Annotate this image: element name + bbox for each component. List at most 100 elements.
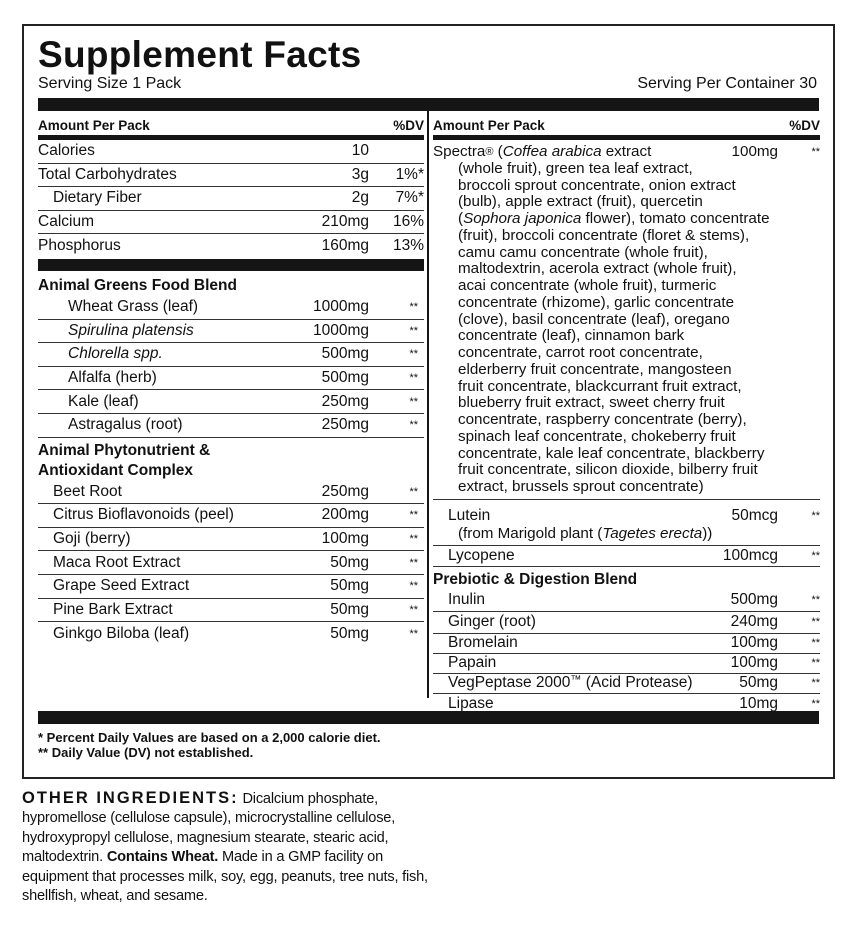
spectra-description-line: (bulb), apple extract (fruit), quercetin xyxy=(433,193,820,211)
footnote-dv: * Percent Daily Values are based on a 2,… xyxy=(38,730,381,745)
ingredient-row: Bromelain 100mg ** xyxy=(433,634,820,654)
text-segment: (fruit), broccoli concentrate (floret & … xyxy=(458,226,750,244)
ingredient-name: Papain xyxy=(448,654,497,671)
ingredient-name: Dietary Fiber xyxy=(53,189,142,207)
text-segment: (clove), basil concentrate (leaf), orega… xyxy=(458,310,730,328)
column-header: Amount Per Pack %DV xyxy=(38,113,424,140)
lutein-entry: Lutein 50mcg ** (from Marigold plant (Taget… xyxy=(433,500,820,546)
spectra-description-line: extract, brussels sprout concentrate) xyxy=(433,478,820,496)
ingredient-dv: ** xyxy=(409,556,418,569)
ingredient-name: Calcium xyxy=(38,213,94,231)
ingredient-dv: ** xyxy=(811,146,820,158)
ingredient-amount: 50mg xyxy=(330,577,369,595)
ingredient-name: Citrus Bioflavonoids (peel) xyxy=(53,506,234,524)
ingredient-dv: ** xyxy=(409,395,418,408)
ingredient-row: Calories 10 xyxy=(38,140,424,164)
text-segment: blueberry fruit extract, sweet cherry fr… xyxy=(458,394,725,412)
ingredient-name: Grape Seed Extract xyxy=(53,577,190,595)
text-segment: (from Marigold plant ( xyxy=(458,524,603,542)
ingredient-dv: ** xyxy=(409,324,418,337)
ingredient-dv: ** xyxy=(811,616,820,628)
ingredient-dv: ** xyxy=(409,372,418,385)
ingredient-name: Lycopene xyxy=(448,546,515,564)
top-divider-bar xyxy=(38,98,819,111)
ingredient-name: Kale (leaf) xyxy=(68,392,139,410)
ingredient-amount: 3g xyxy=(351,165,369,183)
ingredient-name: Astragalus (root) xyxy=(68,416,183,434)
spectra-description-line: acai concentrate (whole fruit), turmeric xyxy=(433,277,820,295)
spectra-description-line: broccoli sprout concentrate, onion extra… xyxy=(433,177,820,195)
ingredient-name: VegPeptase 2000™ (Acid Protease) xyxy=(448,674,693,691)
spectra-description-line: (whole fruit), green tea leaf extract, xyxy=(433,160,820,178)
ingredient-row: Grape Seed Extract 50mg ** xyxy=(38,575,424,599)
ingredient-name: Inulin xyxy=(448,591,486,608)
text-segment: spinach leaf concentrate, chokeberry fru… xyxy=(458,427,736,445)
blend-title: Prebiotic & Digestion Blend xyxy=(433,570,638,588)
ingredient-name: Spirulina platensis xyxy=(68,321,194,339)
ingredient-dv: ** xyxy=(409,627,418,640)
ingredient-amount: 240mg xyxy=(730,613,778,630)
bottom-divider-bar xyxy=(38,711,819,724)
ingredient-row: Papain 100mg ** xyxy=(433,654,820,674)
ingredient-dv: ** xyxy=(409,485,418,498)
supplement-facts-panel: Supplement Facts Serving Size 1 Pack Ser… xyxy=(22,24,835,779)
text-segment: flower), tomato concentrate xyxy=(581,210,770,227)
text-segment: extract xyxy=(601,143,652,160)
ingredient-amount: 200mg xyxy=(321,506,369,524)
text-segment: ( xyxy=(458,210,464,227)
ingredient-amount: 50mcg xyxy=(731,506,778,524)
ingredient-amount: 100mg xyxy=(730,634,778,651)
ingredient-amount: 50mg xyxy=(330,600,369,618)
ingredient-amount: 500mg xyxy=(321,345,369,363)
ingredient-dv: 16% xyxy=(392,213,424,231)
ingredient-dv: ** xyxy=(409,533,418,546)
right-column: Amount Per Pack %DV Spectra® (Coffea arabi… xyxy=(433,113,820,714)
spectra-description-line: concentrate (rhizome), garlic concentrat… xyxy=(433,293,820,312)
ingredient-amount: 250mg xyxy=(321,482,369,500)
text-segment: Coffea arabica xyxy=(502,143,602,160)
ingredient-name: Chlorella spp. xyxy=(68,345,163,363)
text-segment: concentrate, raspberry concentrate (berr… xyxy=(458,411,747,428)
registered-symbol: ® xyxy=(485,146,494,158)
text-segment: concentrate (rhizome), garlic concentrat… xyxy=(458,293,735,311)
text-segment: extract, brussels sprout concentrate) xyxy=(458,478,704,495)
ingredient-name: Total Carbohydrates xyxy=(38,165,177,183)
ingredient-dv: ** xyxy=(811,594,820,606)
text-segment: fruit concentrate, blackcurrant fruit ex… xyxy=(458,377,742,395)
ingredient-amount: 250mg xyxy=(321,416,369,434)
ingredient-dv: ** xyxy=(409,509,418,522)
spectra-description-line: concentrate, kale leaf concentrate, blac… xyxy=(433,445,820,463)
ingredient-dv: 1%* xyxy=(395,165,424,183)
ingredient-amount: 50mg xyxy=(330,624,369,642)
ingredient-amount: 100mg xyxy=(321,530,369,548)
ingredient-amount: 1000mg xyxy=(312,298,369,316)
spectra-description-line: spinach leaf concentrate, chokeberry fru… xyxy=(433,427,820,446)
ingredient-name: Calories xyxy=(38,142,95,160)
ingredient-dv: ** xyxy=(811,637,820,649)
ingredient-amount: 50mg xyxy=(739,674,778,691)
ingredient-row: Dietary Fiber 2g 7%* xyxy=(38,187,424,211)
other-ingredients: OTHER INGREDIENTS: Dicalcium phosphate, … xyxy=(22,789,432,906)
footnote-not-established: ** Daily Value (DV) not established. xyxy=(38,745,254,760)
spectra-description-line: concentrate, raspberry concentrate (berr… xyxy=(433,411,820,429)
text-segment: (bulb), apple extract (fruit), quercetin xyxy=(458,193,703,211)
ingredient-name: Ginkgo Biloba (leaf) xyxy=(53,624,190,642)
ingredient-name: Spectra® (Coffea arabica extract xyxy=(433,143,652,160)
ingredient-dv: ** xyxy=(409,301,418,314)
ingredient-row: VegPeptase 2000™ (Acid Protease) 50mg ** xyxy=(433,674,820,694)
ingredient-row: Calcium 210mg 16% xyxy=(38,211,424,235)
ingredient-row: Ginkgo Biloba (leaf) 50mg ** xyxy=(38,622,424,646)
servings-per-container: Serving Per Container 30 xyxy=(637,75,817,92)
ingredient-dv: ** xyxy=(811,677,820,689)
facility-statement: Made in a GMP facility on equipment that… xyxy=(22,849,428,905)
text-segment: acai concentrate (whole fruit), turmeric xyxy=(458,277,717,294)
ingredient-dv: ** xyxy=(811,509,820,522)
panel-title: Supplement Facts xyxy=(38,34,362,75)
ingredient-row: Ginger (root) 240mg ** xyxy=(433,612,820,634)
spectra-description-line: blueberry fruit extract, sweet cherry fr… xyxy=(433,394,820,412)
text-segment: concentrate (leaf), cinnamon bark xyxy=(458,327,685,345)
ingredient-row: Phosphorus 160mg 13% xyxy=(38,234,424,258)
ingredient-dv: ** xyxy=(409,603,418,616)
other-ingredients-text: Dicalcium phosphate, hypromellose (cellu… xyxy=(22,791,396,866)
ingredient-row: Alfalfa (herb) 500mg ** xyxy=(38,367,424,391)
